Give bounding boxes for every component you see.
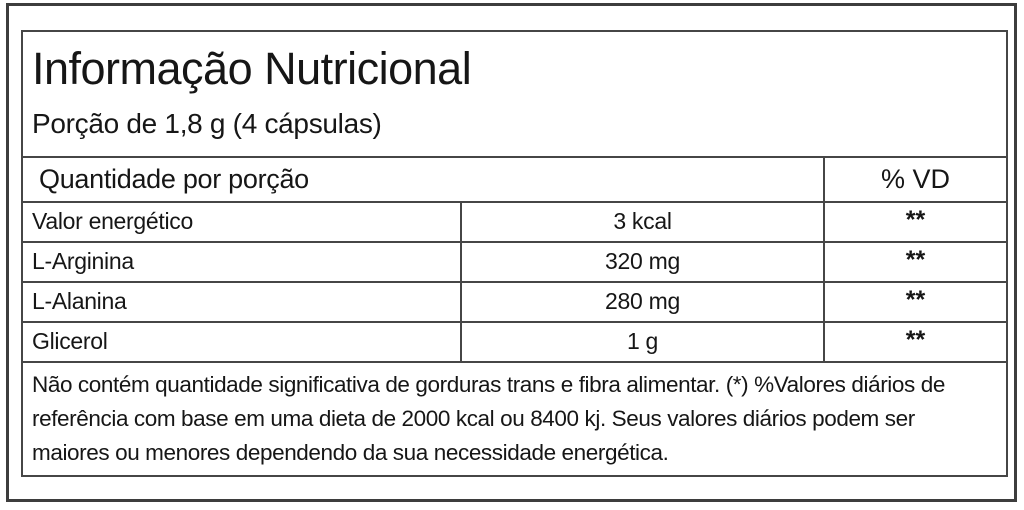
label-title: Informação Nutricional [32,43,472,94]
nutrient-daily-value: ** [823,323,1006,361]
table-header-row: Quantidade por porção % VD [23,158,1006,203]
nutrient-name: L-Alanina [32,288,127,314]
serving-size: Porção de 1,8 g (4 cápsulas) [32,108,382,139]
nutrient-amount: 3 kcal [460,203,823,241]
footnote: Não contém quantidade significativa de g… [32,372,945,465]
table-row: Valor energético 3 kcal ** [23,203,1006,243]
nutrient-daily-value: ** [823,243,1006,281]
nutrient-name: Glicerol [32,328,108,354]
nutrient-daily-value: ** [823,283,1006,321]
table-row: L-Alanina 280 mg ** [23,283,1006,323]
table-row: L-Arginina 320 mg ** [23,243,1006,283]
column-header-daily-value: % VD [823,158,1006,201]
title-block: Informação Nutricional Porção de 1,8 g (… [23,32,1006,158]
nutrition-table: Informação Nutricional Porção de 1,8 g (… [21,30,1008,477]
nutrient-amount: 320 mg [460,243,823,281]
nutrient-name: Valor energético [32,208,193,234]
nutrient-name: L-Arginina [32,248,134,274]
table-row: Glicerol 1 g ** [23,323,1006,363]
nutrient-daily-value: ** [823,203,1006,241]
label-outer-frame: Informação Nutricional Porção de 1,8 g (… [6,3,1017,502]
nutrient-amount: 1 g [460,323,823,361]
column-header-quantity: Quantidade por porção [39,164,309,194]
nutrient-amount: 280 mg [460,283,823,321]
